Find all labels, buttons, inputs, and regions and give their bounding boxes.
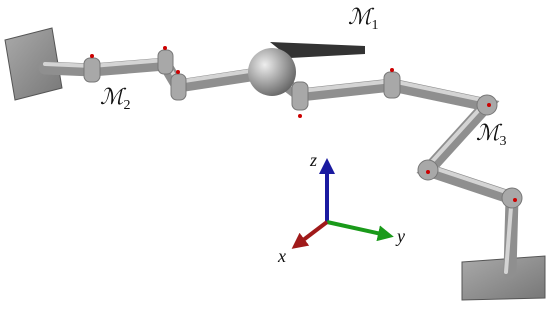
label-subscript: 1 xyxy=(372,18,379,33)
label-m1: ℳ1 xyxy=(348,4,379,33)
robot xyxy=(5,28,545,300)
sphere-joint xyxy=(248,48,296,96)
y-label: y xyxy=(395,226,405,246)
z-label: z xyxy=(309,150,317,170)
robot-diagram: z y x ℳ1 ℳ2 ℳ3 xyxy=(0,0,547,318)
label-m2: ℳ2 xyxy=(100,84,131,113)
y-axis xyxy=(327,222,386,235)
label-m3: ℳ3 xyxy=(476,120,507,149)
x-label: x xyxy=(277,246,286,266)
label-subscript: 3 xyxy=(500,134,507,149)
base-plate-right xyxy=(462,256,545,300)
axes: z y x xyxy=(277,150,405,266)
x-axis xyxy=(298,222,327,244)
label-subscript: 2 xyxy=(124,98,131,113)
